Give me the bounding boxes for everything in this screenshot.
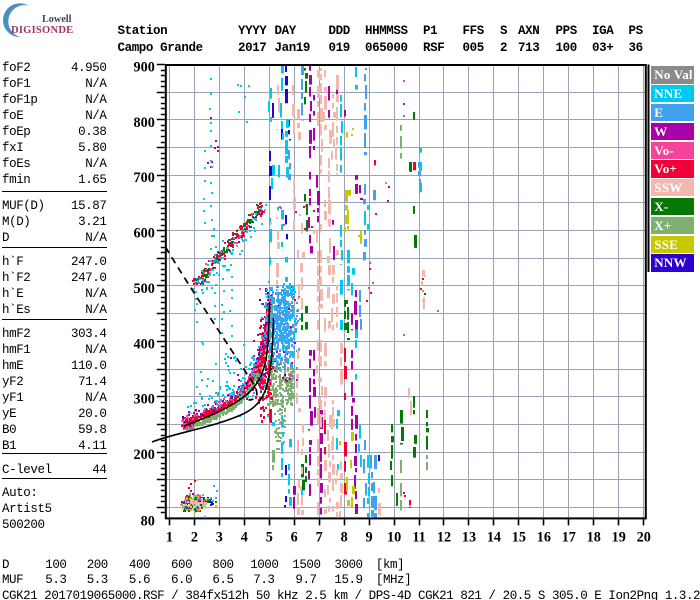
svg-text:2: 2 — [191, 530, 198, 546]
svg-text:20: 20 — [637, 530, 651, 546]
svg-text:10: 10 — [387, 530, 401, 546]
svg-text:200: 200 — [134, 447, 155, 463]
svg-text:5: 5 — [266, 530, 273, 546]
svg-text:18: 18 — [587, 530, 601, 546]
svg-text:500: 500 — [134, 281, 155, 297]
svg-text:4: 4 — [241, 530, 248, 546]
svg-text:14: 14 — [487, 530, 501, 546]
svg-text:13: 13 — [462, 530, 476, 546]
svg-text:300: 300 — [134, 392, 155, 408]
svg-text:16: 16 — [537, 530, 551, 546]
svg-text:3: 3 — [216, 530, 223, 546]
svg-text:80: 80 — [141, 514, 155, 530]
svg-text:19: 19 — [612, 530, 626, 546]
svg-text:800: 800 — [134, 115, 155, 131]
svg-text:1: 1 — [166, 530, 173, 546]
svg-text:11: 11 — [412, 530, 425, 546]
svg-text:600: 600 — [134, 226, 155, 242]
svg-text:700: 700 — [134, 170, 155, 186]
svg-text:400: 400 — [134, 336, 155, 352]
svg-text:15: 15 — [512, 530, 526, 546]
svg-text:900: 900 — [134, 60, 155, 76]
svg-text:12: 12 — [437, 530, 451, 546]
svg-text:7: 7 — [316, 530, 323, 546]
svg-text:17: 17 — [562, 530, 576, 546]
svg-text:9: 9 — [366, 530, 373, 546]
svg-text:8: 8 — [341, 530, 348, 546]
svg-text:6: 6 — [291, 530, 298, 546]
